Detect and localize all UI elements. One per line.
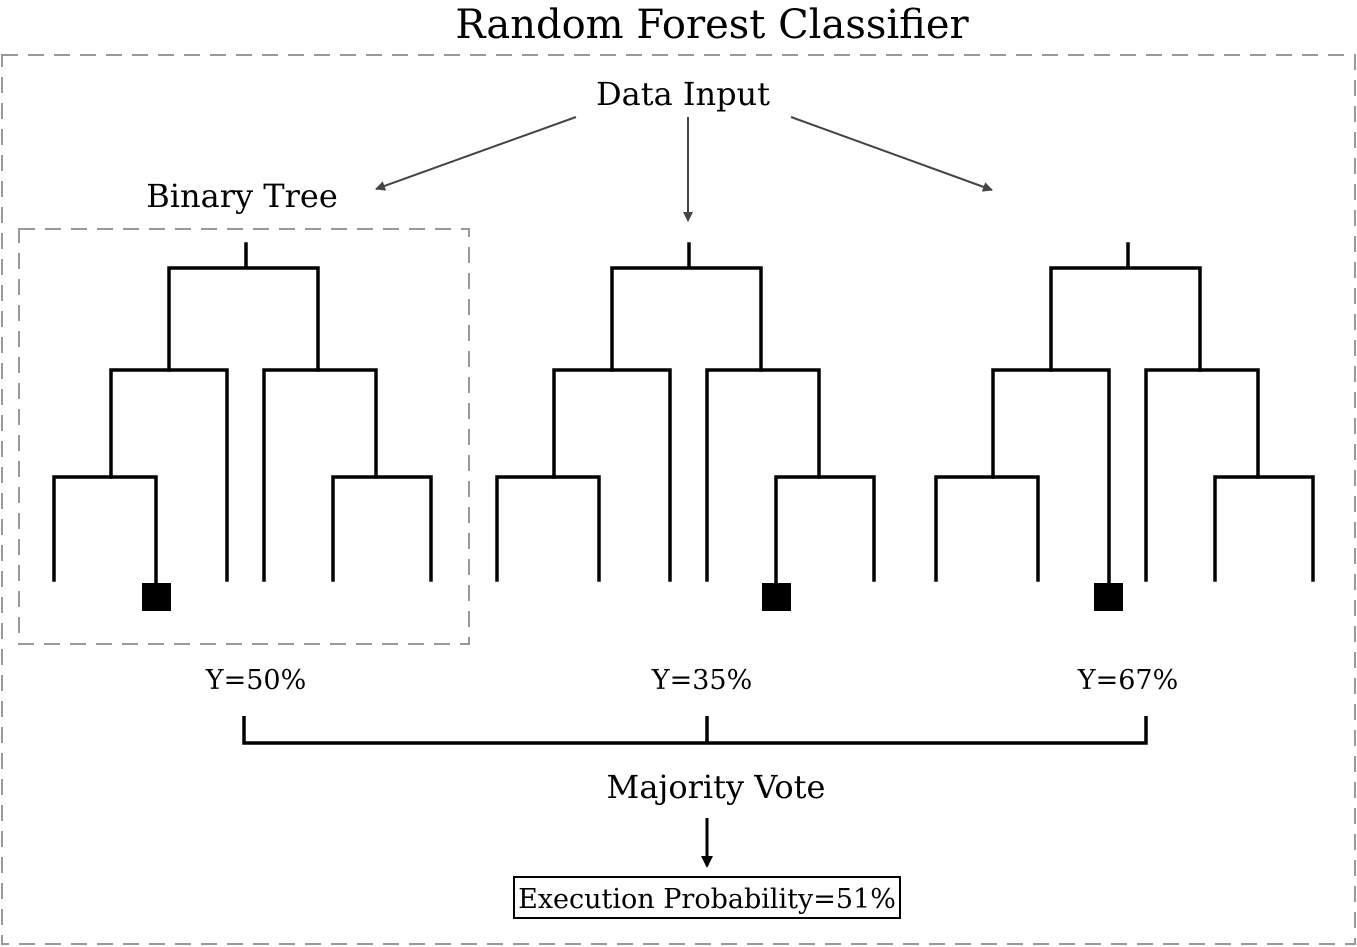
tree-1-selected-leaf [142,583,171,611]
tree-2-selected-leaf [762,583,791,611]
binary-tree-frame [18,228,470,645]
vote-bracket [242,716,1148,745]
tree-1 [52,242,433,585]
tree-2-prediction-label: Y=35% [651,665,752,696]
input-arrow-left [375,116,577,191]
binary-tree-label: Binary Tree [146,177,338,215]
tree-3-prediction-label: Y=67% [1077,665,1178,696]
result-label: Execution Probability=51% [518,884,896,915]
diagram-title: Random Forest Classifier [455,2,969,48]
tree-3 [934,242,1315,585]
tree-3-selected-leaf [1094,583,1123,611]
data-input-label: Data Input [596,75,770,113]
forest-frame [1,54,1356,945]
tree-1-prediction-label: Y=50% [205,665,306,696]
input-arrow-right [790,116,993,192]
majority-vote-label: Majority Vote [607,768,826,806]
result-box [513,876,901,919]
tree-2 [495,242,876,585]
